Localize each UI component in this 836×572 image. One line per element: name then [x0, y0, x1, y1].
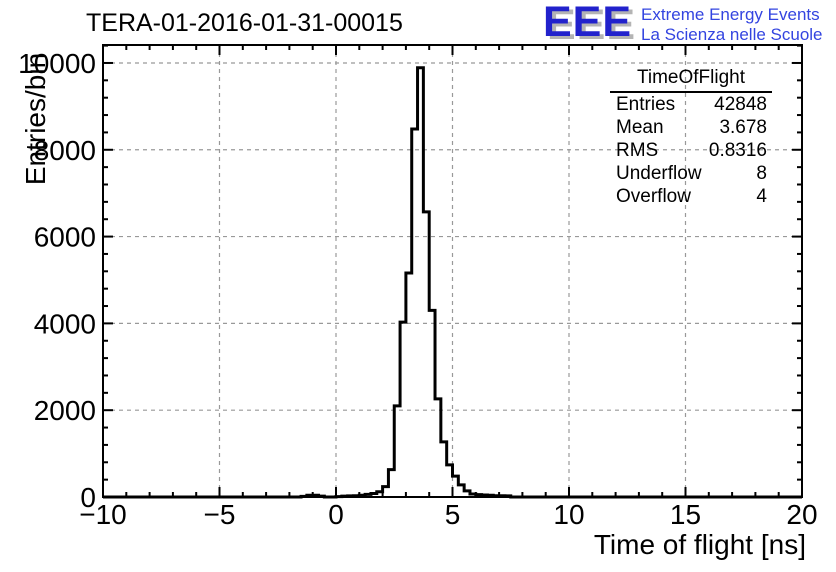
eee-logo: EEE Extreme Energy Events La Scienza nel… [543, 0, 823, 46]
x-axis-title: Time of flight [ns] [593, 529, 806, 560]
stats-box: TimeOfFlight Entries 42848 Mean 3.678 RM… [610, 66, 772, 208]
stats-row-entries: Entries 42848 [616, 94, 767, 115]
eee-logo-acronym: EEE [543, 0, 633, 46]
y-tick-label: 0 [80, 482, 96, 513]
y-tick-label: 10000 [18, 48, 96, 79]
x-tick-label: 20 [786, 499, 817, 530]
stats-box-title: TimeOfFlight [610, 66, 772, 93]
eee-logo-line2: La Scienza nelle Scuole [641, 25, 823, 44]
stats-row-overflow: Overflow 4 [616, 186, 767, 207]
x-tick-label: 15 [670, 499, 701, 530]
y-tick-label: 4000 [34, 308, 96, 339]
stats-row-underflow: Underflow 8 [616, 163, 767, 184]
y-tick-label: 8000 [34, 135, 96, 166]
eee-logo-line1: Extreme Energy Events [641, 5, 820, 24]
x-tick-label: −5 [204, 499, 236, 530]
histogram-line [103, 66, 802, 499]
page-title: TERA-01-2016-01-31-00015 [86, 9, 403, 37]
y-tick-label: 6000 [34, 222, 96, 253]
stats-row-mean: Mean 3.678 [616, 117, 767, 138]
x-tick-label: 0 [328, 499, 344, 530]
x-tick-label: 5 [445, 499, 461, 530]
eee-logo-text: Extreme Energy Events La Scienza nelle S… [641, 2, 822, 45]
y-tick-label: 2000 [34, 395, 96, 426]
x-tick-label: −10 [79, 499, 127, 530]
x-tick-label: 10 [553, 499, 584, 530]
stats-row-rms: RMS 0.8316 [616, 140, 767, 161]
